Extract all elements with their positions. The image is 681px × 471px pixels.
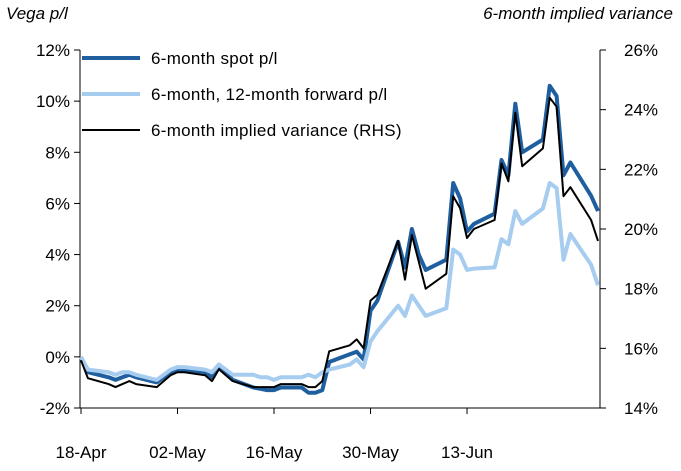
y-left-tick-label: -2%: [40, 399, 70, 418]
y-right-tick-label: 22%: [624, 160, 658, 179]
y-right-tick-label: 18%: [624, 280, 658, 299]
y-right-tick-label: 26%: [624, 41, 658, 60]
y-right-tick-label: 14%: [624, 399, 658, 418]
x-tick-label: 30-May: [342, 443, 399, 462]
series-line-implied-variance: [80, 96, 599, 389]
x-tick-label: 18-Apr: [55, 443, 106, 462]
x-tick-label: 02-May: [149, 443, 206, 462]
y-left-tick-label: 0%: [45, 348, 70, 367]
x-tick-label: 16-May: [246, 443, 303, 462]
y-left-tick-label: 2%: [45, 297, 70, 316]
chart-legend: 6-month spot p/l 6-month, 12-month forwa…: [82, 49, 402, 140]
y-right-tick-label: 16%: [624, 339, 658, 358]
y-axis-right-title: 6-month implied variance: [483, 4, 673, 23]
series-layer: [79, 83, 600, 395]
series-line-forward-pl: [79, 181, 600, 382]
chart-axes: -2% 0% 2% 4% 6% 8% 10% 12% 14% 16% 18% 20% 22% 24% 26%…: [36, 41, 658, 462]
legend-label-implied-variance: 6-month implied variance (RHS): [151, 121, 402, 140]
y-left-tick-label: 8%: [45, 143, 70, 162]
y-axis-left-title: Vega p/l: [6, 4, 68, 23]
legend-label-forward-pl: 6-month, 12-month forward p/l: [151, 85, 387, 104]
y-left-tick-label: 10%: [36, 92, 70, 111]
y-left-tick-label: 12%: [36, 41, 70, 60]
legend-label-spot-pl: 6-month spot p/l: [151, 49, 278, 68]
x-tick-label: 13-Jun: [441, 443, 493, 462]
y-right-tick-label: 20%: [624, 220, 658, 239]
y-left-tick-label: 6%: [45, 194, 70, 213]
y-right-tick-label: 24%: [624, 101, 658, 120]
y-left-tick-label: 4%: [45, 246, 70, 265]
